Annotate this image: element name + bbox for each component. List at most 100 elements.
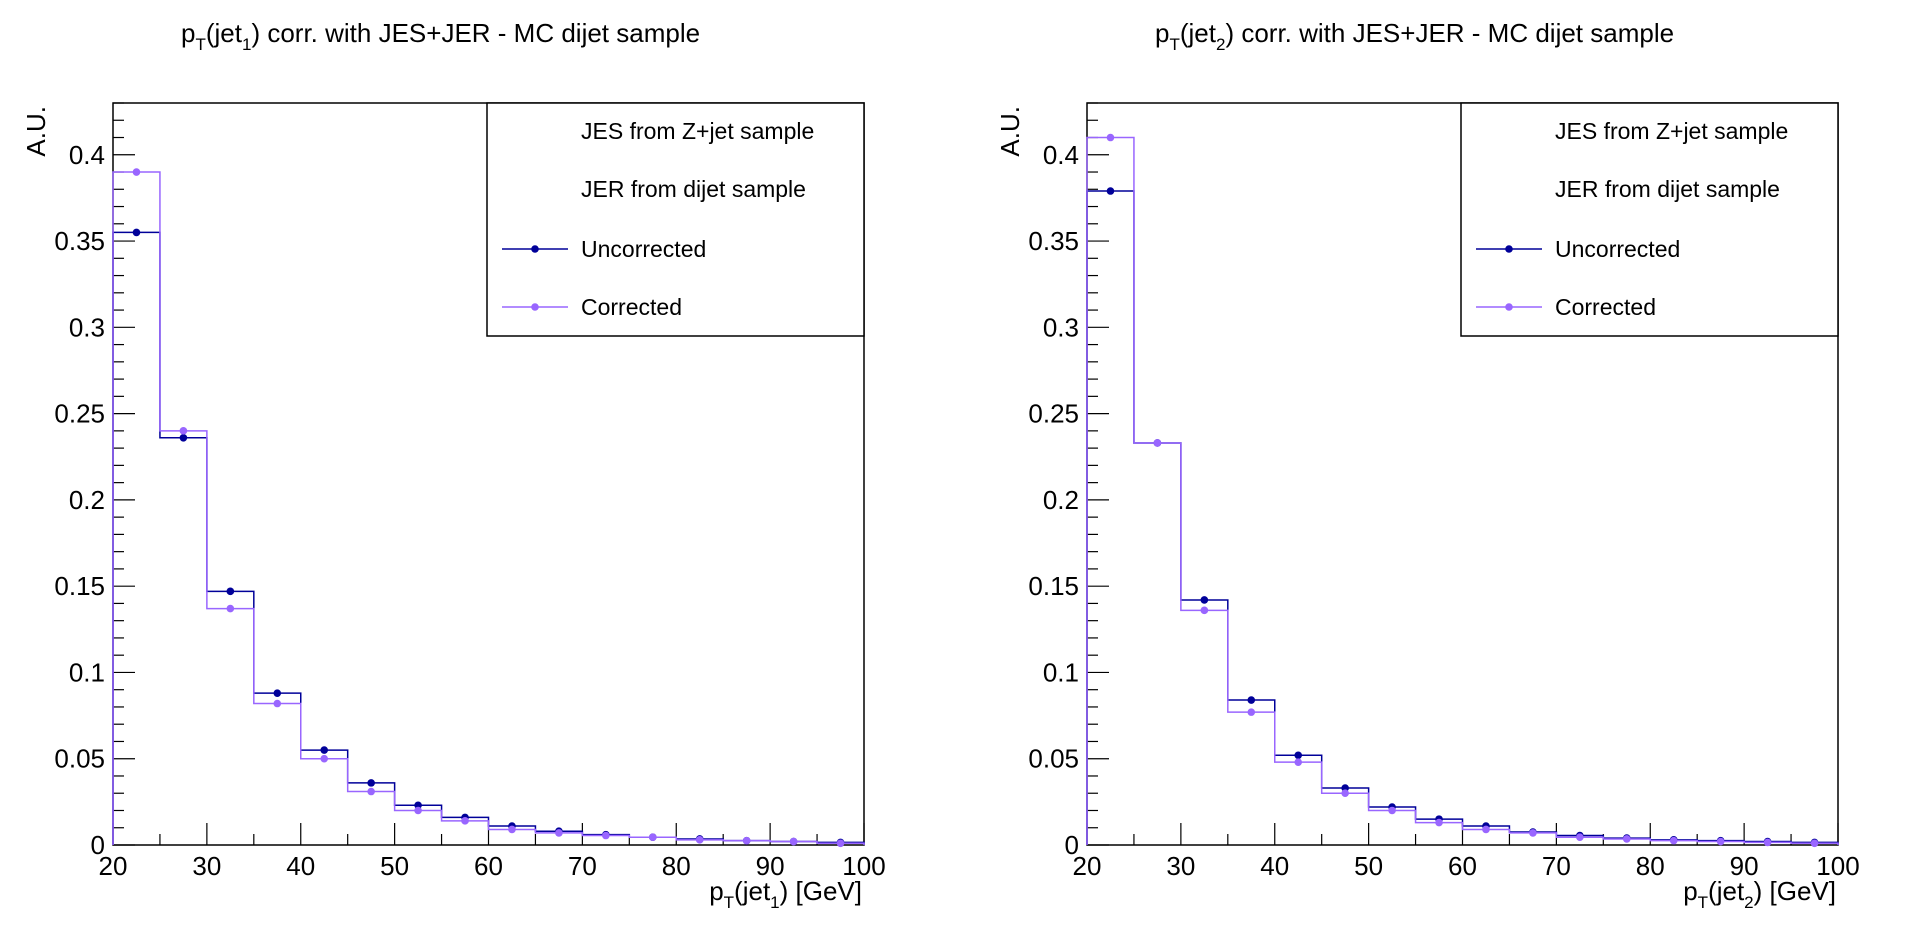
chart-title: pT(jet2) corr. with JES+JER - MC dijet s… (1155, 18, 1674, 54)
x-tick-label: 80 (1636, 851, 1665, 881)
legend-entry-text: JER from dijet sample (581, 176, 806, 202)
data-point-corrected (1435, 818, 1443, 827)
data-point-corrected (789, 837, 798, 846)
y-tick-label: 0.35 (54, 226, 105, 256)
x-tick-labels: 20 30 40 50 60 70 80 90 100 (1073, 851, 1860, 881)
x-tick-label: 50 (380, 851, 409, 881)
data-point-uncorrected (1294, 751, 1303, 760)
y-tick-label: 0.1 (69, 657, 105, 687)
y-tick-labels: 0 0.05 0.1 0.15 0.2 0.25 0.3 0.35 0.4 (1028, 140, 1079, 860)
title-rest: ) corr. with JES+JER - MC dijet sample (1225, 18, 1674, 48)
data-point-corrected (1200, 606, 1209, 615)
y-tick-label: 0.05 (1028, 744, 1079, 774)
xlabel-subscript-2: 2 (1744, 893, 1753, 912)
y-tick-label: 0.15 (1028, 571, 1079, 601)
data-point-corrected (273, 699, 282, 708)
data-point-corrected (1153, 439, 1162, 447)
data-point-corrected (1529, 829, 1537, 837)
data-point-corrected (1716, 837, 1725, 846)
y-tick-label: 0.25 (54, 399, 105, 429)
title-base: p (181, 18, 195, 48)
xlabel-rest: ) [GeV] (780, 876, 862, 906)
data-point-uncorrected (132, 228, 141, 237)
legend-entry-text: Uncorrected (581, 236, 706, 262)
xlabel-base: p (1683, 876, 1697, 906)
title-subscript-2: 2 (1216, 35, 1225, 54)
title-mid: (jet (206, 18, 243, 48)
legend-entry-text: Corrected (1555, 294, 1656, 320)
y-axis-label: A.U. (21, 106, 51, 157)
xlabel-mid: (jet (734, 876, 771, 906)
y-tick-marks (113, 102, 135, 846)
data-point-corrected (1106, 133, 1115, 142)
title-subscript: T (1169, 35, 1179, 54)
legend-entry-text: JES from Z+jet sample (1555, 118, 1788, 144)
legend-marker-corrected-point (531, 303, 539, 311)
data-point-corrected (836, 839, 845, 848)
x-tick-label: 60 (1448, 851, 1477, 881)
x-tick-labels: 20 30 40 50 60 70 80 90 100 (99, 851, 886, 881)
title-base: p (1155, 18, 1169, 48)
y-tick-label: 0.35 (1028, 226, 1079, 256)
data-point-corrected (555, 829, 563, 837)
legend-entry-text: Uncorrected (1555, 236, 1680, 262)
legend-marker-uncorrected-point (1505, 245, 1513, 253)
data-point-corrected (132, 168, 141, 176)
data-point-corrected (461, 817, 469, 825)
x-tick-label: 70 (568, 851, 597, 881)
data-point-uncorrected (1247, 696, 1256, 704)
legend-marker-corrected-point (1505, 303, 1513, 311)
title-mid: (jet (1180, 18, 1217, 48)
title-subscript-2: 1 (242, 35, 251, 54)
y-tick-label: 0.05 (54, 744, 105, 774)
data-point-corrected (695, 836, 704, 844)
data-point-corrected (1810, 839, 1819, 848)
data-point-uncorrected (226, 587, 235, 596)
legend-box (486, 102, 865, 337)
xlabel-subscript-2: 1 (770, 893, 779, 912)
y-tick-label: 0.2 (1043, 485, 1079, 515)
xlabel-base: p (709, 876, 723, 906)
x-tick-label: 100 (1816, 851, 1859, 881)
y-tick-label: 0.2 (69, 485, 105, 515)
x-tick-label: 30 (1166, 851, 1195, 881)
legend-entry-text: JES from Z+jet sample (581, 118, 814, 144)
x-tick-label: 70 (1542, 851, 1571, 881)
data-point-corrected (414, 806, 422, 815)
title-subscript: T (195, 35, 205, 54)
data-point-uncorrected (273, 689, 282, 697)
data-point-uncorrected (320, 746, 329, 754)
y-tick-label: 0.3 (1043, 312, 1079, 342)
data-point-corrected (648, 833, 657, 842)
x-axis-label: pT(jet1) [GeV] (709, 876, 862, 912)
x-tick-label: 90 (756, 851, 785, 881)
y-tick-labels: 0 0.05 0.1 0.15 0.2 0.25 0.3 0.35 0.4 (54, 140, 105, 860)
data-point-uncorrected (1106, 187, 1115, 195)
x-tick-label: 100 (842, 851, 885, 881)
xlabel-rest: ) [GeV] (1754, 876, 1836, 906)
x-tick-label: 90 (1730, 851, 1759, 881)
chart-panel-left: pT(jet1) corr. with JES+JER - MC dijet s… (21, 18, 886, 912)
legend: JES from Z+jet sample JER from dijet sam… (486, 102, 865, 337)
data-point-uncorrected (367, 779, 375, 787)
data-point-corrected (1341, 789, 1349, 798)
x-tick-label: 30 (192, 851, 221, 881)
x-tick-label: 50 (1354, 851, 1383, 881)
x-axis-label: pT(jet2) [GeV] (1683, 876, 1836, 912)
y-tick-marks (1087, 102, 1109, 846)
data-point-corrected (1388, 806, 1396, 815)
data-point-corrected (1763, 838, 1772, 847)
data-point-corrected (179, 427, 188, 435)
legend-entry-text: Corrected (581, 294, 682, 320)
x-tick-label: 40 (286, 851, 315, 881)
x-tick-label: 80 (662, 851, 691, 881)
y-tick-label: 0.25 (1028, 399, 1079, 429)
y-tick-label: 0.1 (1043, 657, 1079, 687)
data-point-corrected (320, 754, 329, 763)
data-point-corrected (1669, 836, 1678, 845)
title-rest: ) corr. with JES+JER - MC dijet sample (251, 18, 700, 48)
legend-entry-text: JER from dijet sample (1555, 176, 1780, 202)
xlabel-mid: (jet (1708, 876, 1745, 906)
y-axis-label: A.U. (995, 106, 1025, 157)
